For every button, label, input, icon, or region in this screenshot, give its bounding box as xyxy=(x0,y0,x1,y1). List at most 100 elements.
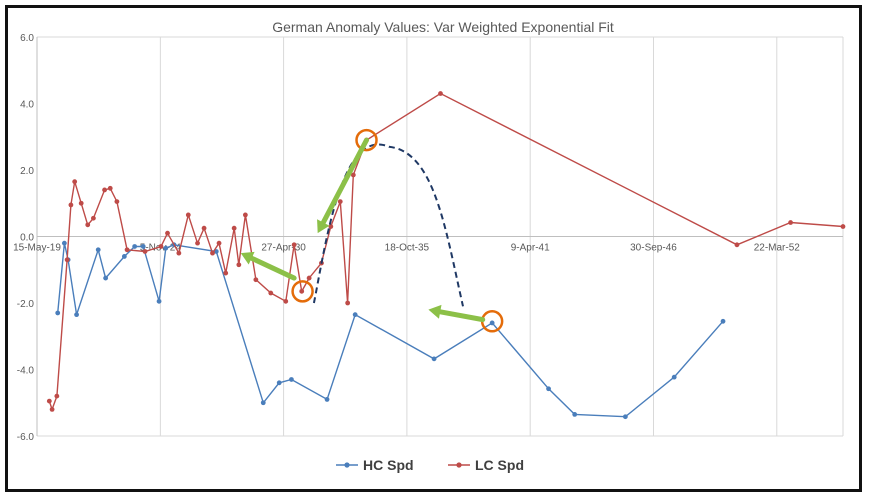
series-0-point-16 xyxy=(324,397,330,402)
series-0-point-3 xyxy=(74,312,79,318)
series-1-point-10 xyxy=(107,185,113,191)
x-tick-label-2: 27-Apr-30 xyxy=(261,243,306,254)
legend: HC Spd LC Spd xyxy=(336,457,524,473)
series-1-point-16 xyxy=(176,250,182,256)
series-1-point-33 xyxy=(328,224,334,229)
series-0-point-21 xyxy=(572,411,578,417)
series-1-point-28 xyxy=(283,298,289,304)
series-0-point-23 xyxy=(671,374,677,380)
series-0-point-22 xyxy=(622,414,628,420)
series-1-point-6 xyxy=(78,200,84,206)
x-tick-label-0: 15-May-19 xyxy=(13,243,61,254)
arrow-head-2 xyxy=(428,304,442,319)
legend-marker-0 xyxy=(344,462,350,468)
series-0-point-18 xyxy=(431,356,437,362)
series-1 xyxy=(46,91,846,412)
x-tick-label-3: 18-Oct-35 xyxy=(385,243,430,254)
series-1-point-25 xyxy=(242,212,248,218)
x-tick-label-4: 9-Apr-41 xyxy=(511,243,550,254)
series-1-point-12 xyxy=(124,247,130,253)
series-1-point-15 xyxy=(165,230,170,236)
series-1-point-20 xyxy=(210,250,215,256)
series-1-point-18 xyxy=(195,240,200,246)
series-1-point-34 xyxy=(337,199,343,204)
series-1-point-39 xyxy=(734,242,740,248)
y-tick-label-5: -4.0 xyxy=(17,366,35,377)
x-tick-label-5: 30-Sep-46 xyxy=(630,243,677,254)
arrow-2 xyxy=(428,304,486,323)
highlight-circle-0 xyxy=(355,128,378,152)
series-1-point-7 xyxy=(85,222,91,228)
series-0-point-5 xyxy=(103,275,109,281)
y-tick-label-4: -2.0 xyxy=(17,299,35,310)
series-0-point-7 xyxy=(132,244,138,249)
axes: 6.04.02.00.0-2.0-4.0-6.015-May-195-Nov-2… xyxy=(13,33,843,443)
series-1-point-4 xyxy=(68,202,74,208)
legend-item-0: HC Spd xyxy=(336,457,414,473)
series-1-point-2 xyxy=(54,393,60,399)
y-tick-label-1: 4.0 xyxy=(20,100,34,111)
series-1-point-27 xyxy=(268,290,274,296)
series-0-point-24 xyxy=(720,318,726,324)
series-0-point-13 xyxy=(260,400,266,406)
series-1-point-9 xyxy=(102,187,107,193)
legend-label-1: LC Spd xyxy=(475,457,524,473)
highlight-circle-1 xyxy=(291,280,314,303)
series-0-point-19 xyxy=(489,320,495,326)
series-1-point-26 xyxy=(253,277,259,283)
arrow-0 xyxy=(317,137,370,234)
series-1-point-11 xyxy=(114,199,120,204)
chart-title: German Anomaly Values: Var Weighted Expo… xyxy=(272,19,614,35)
series-0-point-8 xyxy=(140,244,146,249)
series-1-point-41 xyxy=(840,224,846,229)
legend-marker-1 xyxy=(456,462,462,468)
annotations xyxy=(240,128,504,333)
series-1-point-1 xyxy=(49,407,55,412)
series-1-point-36 xyxy=(350,172,356,178)
legend-item-1: LC Spd xyxy=(448,457,524,473)
arrow-1 xyxy=(240,251,297,281)
series-1-point-17 xyxy=(185,212,191,218)
series-1-point-21 xyxy=(216,240,222,246)
series-1-point-31 xyxy=(306,275,312,281)
arrow-head-1 xyxy=(240,251,255,265)
arrow-head-0 xyxy=(317,219,330,234)
series-1-point-19 xyxy=(201,225,207,231)
legend-label-0: HC Spd xyxy=(363,457,414,473)
series-1-point-13 xyxy=(142,249,148,254)
series-0 xyxy=(55,240,726,420)
series-1-point-0 xyxy=(46,398,52,404)
series-1-point-35 xyxy=(345,300,351,306)
series-0-point-6 xyxy=(121,254,127,259)
series xyxy=(46,91,846,420)
series-0-point-15 xyxy=(289,377,294,382)
series-1-point-14 xyxy=(158,244,164,249)
series-1-point-24 xyxy=(236,262,242,268)
series-line-0 xyxy=(57,243,724,418)
y-tick-label-6: -6.0 xyxy=(17,432,35,443)
series-0-point-20 xyxy=(546,386,551,392)
series-1-point-30 xyxy=(299,288,305,294)
arrow-shaft-2 xyxy=(437,309,486,323)
series-0-point-9 xyxy=(156,298,162,304)
series-0-point-17 xyxy=(352,312,358,318)
chart-frame xyxy=(5,5,862,492)
arrow-shaft-1 xyxy=(249,255,297,281)
series-0-point-1 xyxy=(61,240,67,246)
y-tick-label-0: 6.0 xyxy=(20,33,34,44)
series-line-1 xyxy=(48,92,844,412)
series-0-point-0 xyxy=(55,310,61,316)
series-1-point-29 xyxy=(291,242,297,248)
series-1-point-38 xyxy=(438,91,443,96)
fit-curve xyxy=(312,143,464,307)
y-tick-label-3: 0.0 xyxy=(20,233,34,244)
arrow-shaft-0 xyxy=(320,137,370,226)
series-1-point-40 xyxy=(788,220,793,225)
series-0-point-10 xyxy=(163,245,169,251)
y-tick-label-2: 2.0 xyxy=(20,166,34,177)
series-1-point-22 xyxy=(223,270,229,276)
series-0-point-4 xyxy=(95,247,101,253)
series-0-point-14 xyxy=(276,380,282,386)
series-1-point-8 xyxy=(91,215,96,221)
